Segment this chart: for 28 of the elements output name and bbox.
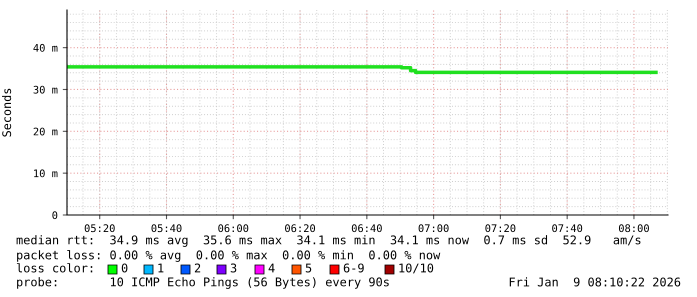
y-tick-label: 40 m (33, 44, 58, 52)
text: 3 (230, 263, 236, 272)
text: probe: 10 ICMP Echo Pings (56 Bytes) every 90s (17, 277, 389, 289)
y-tick-label: 20 m (34, 128, 58, 136)
x-tick-label: 05:40 (152, 224, 182, 232)
text: 4 (268, 264, 275, 272)
x-tick-label: 07:00 (418, 224, 449, 232)
text: 10/10 (399, 263, 434, 274)
y-axis-title: Seconds (2, 88, 12, 137)
x-tick-label: 05:20 (84, 224, 115, 232)
x-tick-label: 06:40 (352, 224, 382, 232)
text: 2 (194, 263, 200, 272)
text: 5 (306, 264, 312, 272)
text: packet loss: 0.00 % avg 0.00 % max 0.00 % min 0.00 % now (17, 250, 440, 262)
text: 6-9 (344, 263, 364, 272)
text: 0 (122, 263, 128, 272)
x-tick-label: 08:00 (618, 224, 649, 232)
x-tick-label: 06:20 (285, 224, 316, 232)
x-tick-label: 06:00 (218, 224, 248, 232)
text: loss color: (16, 263, 92, 272)
x-tick-label: 07:20 (485, 224, 516, 232)
text: median rtt: 34.9 ms avg 35.6 ms max 34.1 ms min 34.1 ms now 0.7 ms sd 52.9 am/s (16, 235, 640, 247)
text: Fri Jan 9 08:10:22 2026 (510, 277, 680, 286)
y-tick-label: 30 m (34, 86, 58, 94)
y-tick-label: 0 (52, 211, 58, 220)
x-tick-label: 07:40 (552, 224, 582, 232)
y-tick-label: 10 m (34, 169, 58, 178)
text: 1 (158, 264, 164, 272)
